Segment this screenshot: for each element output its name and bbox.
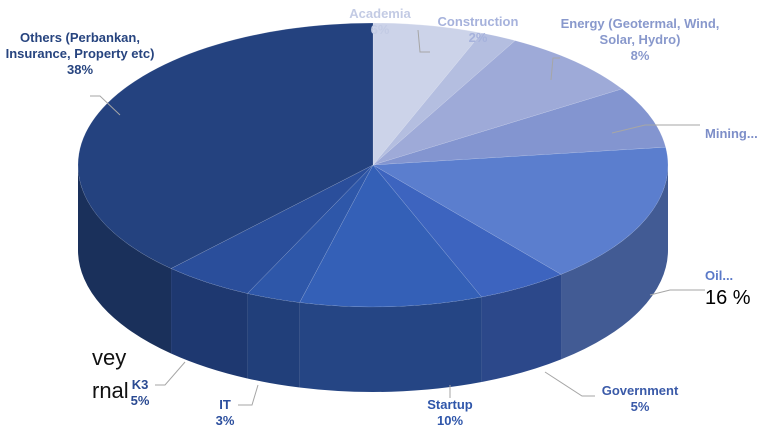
value-label: 5% xyxy=(630,399,650,414)
data-label: Energy (Geotermal, Wind, Solar, Hydro) 8% xyxy=(555,16,725,64)
leader-line xyxy=(611,124,700,134)
value-label: 3% xyxy=(215,413,235,428)
data-label: Oil... 16 % xyxy=(705,268,775,310)
category-label: Others (Perbankan, Insurance, Property e… xyxy=(5,30,155,61)
slice xyxy=(170,164,374,294)
slice xyxy=(299,164,483,308)
slice-side xyxy=(481,274,562,383)
slice xyxy=(372,40,623,166)
slice-side xyxy=(247,293,300,388)
data-label: Mining... xyxy=(705,126,775,142)
slice xyxy=(372,164,562,298)
value-label: 16 % xyxy=(705,287,751,309)
slice xyxy=(246,164,374,303)
category-label: Academia xyxy=(349,6,411,21)
slice-side xyxy=(299,297,482,392)
value-label: 6% xyxy=(370,22,390,37)
category-label: Startup xyxy=(427,397,473,412)
data-label: Startup 10% xyxy=(400,397,500,429)
annotation: rnal xyxy=(92,378,129,403)
leader-line xyxy=(550,57,560,81)
category-label: K3 xyxy=(131,377,149,392)
data-label: IT 3% xyxy=(200,397,250,429)
slice xyxy=(372,88,666,166)
data-label: Government 5% xyxy=(585,383,695,415)
slice-side xyxy=(78,165,172,354)
leader-line xyxy=(238,384,259,406)
slice xyxy=(77,22,374,269)
category-label: Government xyxy=(601,383,679,398)
slice xyxy=(372,146,669,275)
category-label: Oil... xyxy=(705,268,734,283)
value-label: 38% xyxy=(66,62,94,77)
leader-line xyxy=(90,95,121,116)
data-label: Academia 6% xyxy=(330,6,430,38)
category-label: Energy (Geotermal, Wind, Solar, Hydro) xyxy=(560,16,720,47)
value-label: 2% xyxy=(468,30,488,45)
annotation: vey xyxy=(92,345,127,370)
data-label: Others (Perbankan, Insurance, Property e… xyxy=(0,30,160,78)
data-label: Construction 2% xyxy=(428,14,528,46)
slice xyxy=(372,32,516,166)
category-label: IT xyxy=(219,397,231,412)
leader-line xyxy=(649,289,705,296)
leader-line xyxy=(417,29,430,53)
value-label: 8% xyxy=(630,48,650,63)
leader-line xyxy=(544,371,595,397)
leader-line xyxy=(155,361,186,386)
data-label: K3 5% xyxy=(115,377,165,409)
category-label: Construction xyxy=(437,14,519,29)
slice-side xyxy=(561,165,668,360)
slice-side xyxy=(171,268,248,379)
category-label: Mining... xyxy=(705,126,758,141)
slice xyxy=(372,22,483,166)
value-label: 5% xyxy=(130,393,150,408)
value-label: 10% xyxy=(436,413,464,428)
